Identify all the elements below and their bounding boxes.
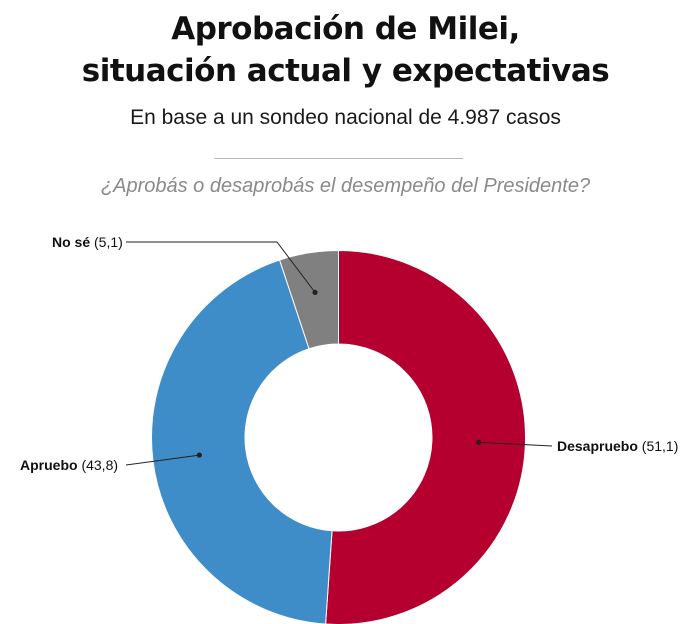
leader-dot-desapruebo	[476, 439, 482, 445]
slice-no-se	[278, 249, 339, 350]
leader-dot-apruebo	[196, 452, 202, 458]
slice-label-name: Desapruebo	[557, 438, 638, 454]
slice-label-value: (43,8)	[78, 457, 118, 473]
slice-label-no-se: No sé (5,1)	[52, 234, 123, 250]
slice-apruebo	[151, 259, 333, 624]
leader-dot-no-se	[312, 289, 318, 295]
slice-label-name: Apruebo	[20, 457, 78, 473]
chart-title: Aprobación de Milei, situación actual y …	[0, 8, 691, 92]
chart-subtitle: En base a un sondeo nacional de 4.987 ca…	[130, 106, 561, 129]
slice-label-apruebo: Apruebo (43,8)	[20, 457, 118, 473]
leader-line-desapruebo	[478, 441, 553, 447]
leader-line-apruebo	[125, 454, 200, 466]
slice-label-value: (5,1)	[90, 234, 123, 250]
leader-line-no-se	[126, 241, 316, 293]
slice-desapruebo	[325, 249, 526, 624]
slice-label-value: (51,1)	[638, 438, 678, 454]
chart-title-line-2: situación actual y expectativas	[81, 53, 610, 89]
slice-label-desapruebo: Desapruebo (51,1)	[557, 438, 678, 454]
slice-label-name: No sé	[52, 234, 90, 250]
chart-title-line-1: Aprobación de Milei,	[171, 11, 520, 47]
divider	[214, 158, 463, 159]
survey-question: ¿Aprobás o desaprobás el desempeño del P…	[100, 175, 591, 197]
